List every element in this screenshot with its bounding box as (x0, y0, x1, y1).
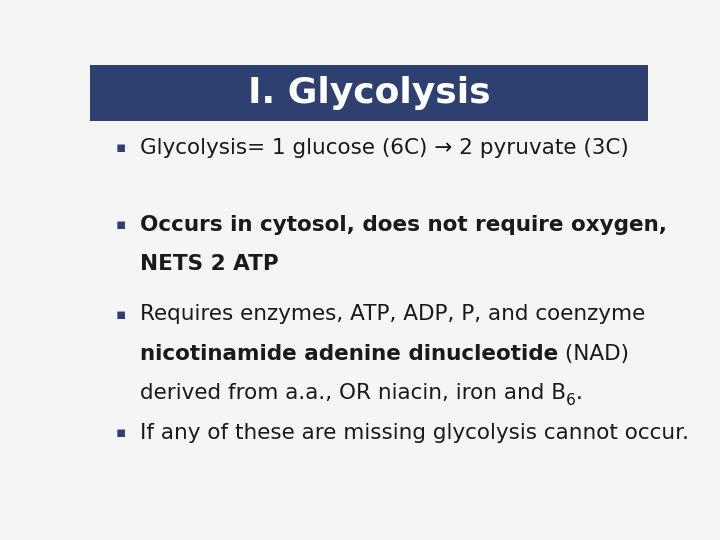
Text: ▪: ▪ (115, 307, 126, 322)
Text: Occurs in cytosol, does not require oxygen,: Occurs in cytosol, does not require oxyg… (140, 215, 667, 235)
Text: Requires enzymes, ATP, ADP, P, and coenzyme: Requires enzymes, ATP, ADP, P, and coenz… (140, 304, 645, 325)
Text: ▪: ▪ (115, 140, 126, 156)
Text: derived from a.a., OR niacin, iron and B: derived from a.a., OR niacin, iron and B (140, 383, 566, 403)
Text: 6: 6 (566, 393, 576, 408)
Text: Glycolysis= 1 glucose (6C) → 2 pyruvate (3C): Glycolysis= 1 glucose (6C) → 2 pyruvate … (140, 138, 629, 158)
Text: I. Glycolysis: I. Glycolysis (248, 76, 490, 110)
Text: ▪: ▪ (115, 218, 126, 232)
Text: ▪: ▪ (115, 426, 126, 440)
Text: .: . (576, 383, 583, 403)
Text: nicotinamide adenine dinucleotide: nicotinamide adenine dinucleotide (140, 344, 559, 364)
Text: (NAD): (NAD) (559, 344, 629, 364)
Text: If any of these are missing glycolysis cannot occur.: If any of these are missing glycolysis c… (140, 423, 689, 443)
FancyBboxPatch shape (90, 65, 648, 121)
Text: NETS 2 ATP: NETS 2 ATP (140, 254, 279, 274)
